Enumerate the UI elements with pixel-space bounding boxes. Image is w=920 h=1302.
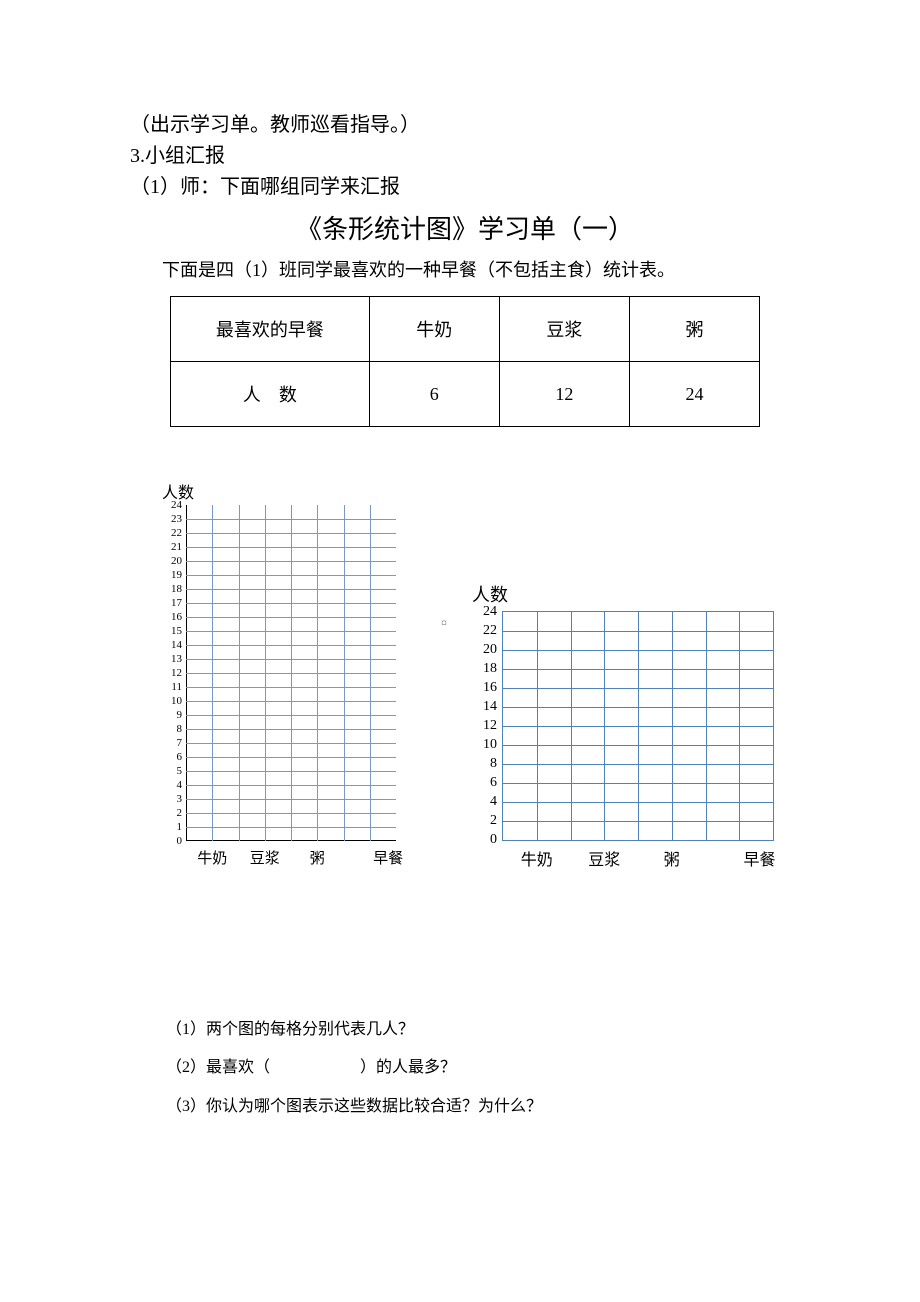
q2-post: ）的人最多？ bbox=[360, 1059, 456, 1076]
chart1-gridline-v bbox=[239, 505, 240, 841]
chart2-ytick: 14 bbox=[483, 699, 503, 715]
intro-line-2: 3.小组汇报 bbox=[130, 141, 800, 172]
chart1-ytick: 2 bbox=[177, 807, 187, 819]
chart2-gridline-v bbox=[604, 612, 605, 840]
table-col-header: 豆浆 bbox=[499, 297, 629, 362]
chart1-ytick: 9 bbox=[177, 709, 187, 721]
chart2-ytick: 2 bbox=[490, 813, 503, 829]
chart2-ytick: 18 bbox=[483, 661, 503, 677]
chart1-ytick: 10 bbox=[171, 695, 186, 707]
intro-line-3: （1）师：下面哪组同学来汇报 bbox=[130, 172, 800, 203]
chart1-ytick: 11 bbox=[171, 681, 186, 693]
chart2-ytick: 20 bbox=[483, 642, 503, 658]
chart2-xlabel: 牛奶 bbox=[521, 840, 553, 870]
charts-row: 人数 0123456789101112131415161718192021222… bbox=[130, 483, 800, 841]
data-table: 最喜欢的早餐 牛奶 豆浆 粥 人 数 6 12 24 bbox=[170, 296, 760, 427]
question-2: （2）最喜欢（ ）的人最多？ bbox=[166, 1049, 800, 1087]
chart1-ytick: 23 bbox=[171, 513, 186, 525]
table-col-header: 牛奶 bbox=[369, 297, 499, 362]
worksheet-title: 《条形统计图》学习单（一） bbox=[130, 209, 800, 246]
chart2-ytick: 8 bbox=[490, 756, 503, 772]
chart1-ytick: 5 bbox=[177, 765, 187, 777]
chart1-xlabel: 牛奶 bbox=[197, 841, 227, 868]
chart1-gridline-v bbox=[212, 505, 213, 841]
chart1-ytick: 4 bbox=[177, 779, 187, 791]
chart1-ytick: 7 bbox=[177, 737, 187, 749]
chart2-gridline-v bbox=[672, 612, 673, 840]
chart2-gridline-v bbox=[739, 612, 740, 840]
chart2-ytick: 6 bbox=[490, 775, 503, 791]
chart1-ytick: 15 bbox=[171, 625, 186, 637]
chart2-gridline-v bbox=[706, 612, 707, 840]
chart1-ytick: 19 bbox=[171, 569, 186, 581]
chart1-gridline-v bbox=[317, 505, 318, 841]
chart2-xlabel: 豆浆 bbox=[588, 840, 620, 870]
marker-icon: ¤ bbox=[441, 616, 447, 631]
chart2-xlabel: 粥 bbox=[664, 840, 680, 870]
chart2-plot: 024681012141618202224牛奶豆浆粥早餐 bbox=[502, 611, 774, 841]
chart2-ytick: 10 bbox=[483, 737, 503, 753]
chart1-ytick: 14 bbox=[171, 639, 186, 651]
document-page: （出示学习单。教师巡看指导。） 3.小组汇报 （1）师：下面哪组同学来汇报 《条… bbox=[0, 0, 920, 1302]
chart1-ytick: 12 bbox=[171, 667, 186, 679]
q2-pre: （2）最喜欢（ bbox=[166, 1059, 270, 1076]
questions-block: （1）两个图的每格分别代表几人？ （2）最喜欢（ ）的人最多？ （3）你认为哪个图… bbox=[166, 1011, 800, 1126]
intro-line-1: （出示学习单。教师巡看指导。） bbox=[130, 110, 800, 141]
table-intro: 下面是四（1）班同学最喜欢的一种早餐（不包括主食）统计表。 bbox=[162, 256, 800, 282]
chart1-xlabel: 早餐 bbox=[373, 841, 403, 868]
chart2-ytick: 22 bbox=[483, 623, 503, 639]
chart1-plot: 0123456789101112131415161718192021222324… bbox=[186, 505, 396, 841]
chart1-ytick: 6 bbox=[177, 751, 187, 763]
chart1-ytick: 1 bbox=[177, 821, 187, 833]
chart2-gridline-v bbox=[638, 612, 639, 840]
chart1-ytick: 13 bbox=[171, 653, 186, 665]
chart1-ytick: 17 bbox=[171, 597, 186, 609]
chart1-ytick: 24 bbox=[171, 499, 186, 511]
table-cell: 12 bbox=[499, 362, 629, 427]
chart1-xlabel: 豆浆 bbox=[250, 841, 280, 868]
table-row: 最喜欢的早餐 牛奶 豆浆 粥 bbox=[171, 297, 760, 362]
chart1-gridline-v bbox=[265, 505, 266, 841]
table-header-label: 最喜欢的早餐 bbox=[171, 297, 370, 362]
chart1-ytick: 20 bbox=[171, 555, 186, 567]
table-row: 人 数 6 12 24 bbox=[171, 362, 760, 427]
chart2-ytick: 24 bbox=[483, 604, 503, 620]
chart-1: 人数 0123456789101112131415161718192021222… bbox=[130, 483, 396, 841]
chart1-ytick: 3 bbox=[177, 793, 187, 805]
chart2-ytick: 16 bbox=[483, 680, 503, 696]
chart1-gridline-v bbox=[370, 505, 371, 841]
question-3: （3）你认为哪个图表示这些数据比较合适？为什么？ bbox=[166, 1088, 800, 1126]
table-cell: 6 bbox=[369, 362, 499, 427]
chart2-gridline-v bbox=[571, 612, 572, 840]
chart1-gridline-v bbox=[344, 505, 345, 841]
chart2-ytick: 12 bbox=[483, 718, 503, 734]
chart2-ytick: 4 bbox=[490, 794, 503, 810]
intro-block: （出示学习单。教师巡看指导。） 3.小组汇报 （1）师：下面哪组同学来汇报 bbox=[130, 110, 800, 203]
table-cell: 24 bbox=[629, 362, 759, 427]
chart1-ytick: 16 bbox=[171, 611, 186, 623]
chart1-xlabel: 粥 bbox=[310, 841, 325, 868]
chart1-ytick: 18 bbox=[171, 583, 186, 595]
chart1-ytick: 0 bbox=[177, 835, 187, 847]
table-col-header: 粥 bbox=[629, 297, 759, 362]
chart-2: 人数 ¤ 024681012141618202224牛奶豆浆粥早餐 bbox=[466, 587, 774, 841]
chart2-xlabel: 早餐 bbox=[743, 840, 775, 870]
chart1-ytick: 21 bbox=[171, 541, 186, 553]
chart2-gridline-v bbox=[537, 612, 538, 840]
question-1: （1）两个图的每格分别代表几人？ bbox=[166, 1011, 800, 1049]
table-row-label: 人 数 bbox=[171, 362, 370, 427]
chart2-ytick: 0 bbox=[490, 832, 503, 848]
chart1-ytick: 22 bbox=[171, 527, 186, 539]
chart1-gridline-v bbox=[291, 505, 292, 841]
chart1-ytick: 8 bbox=[177, 723, 187, 735]
